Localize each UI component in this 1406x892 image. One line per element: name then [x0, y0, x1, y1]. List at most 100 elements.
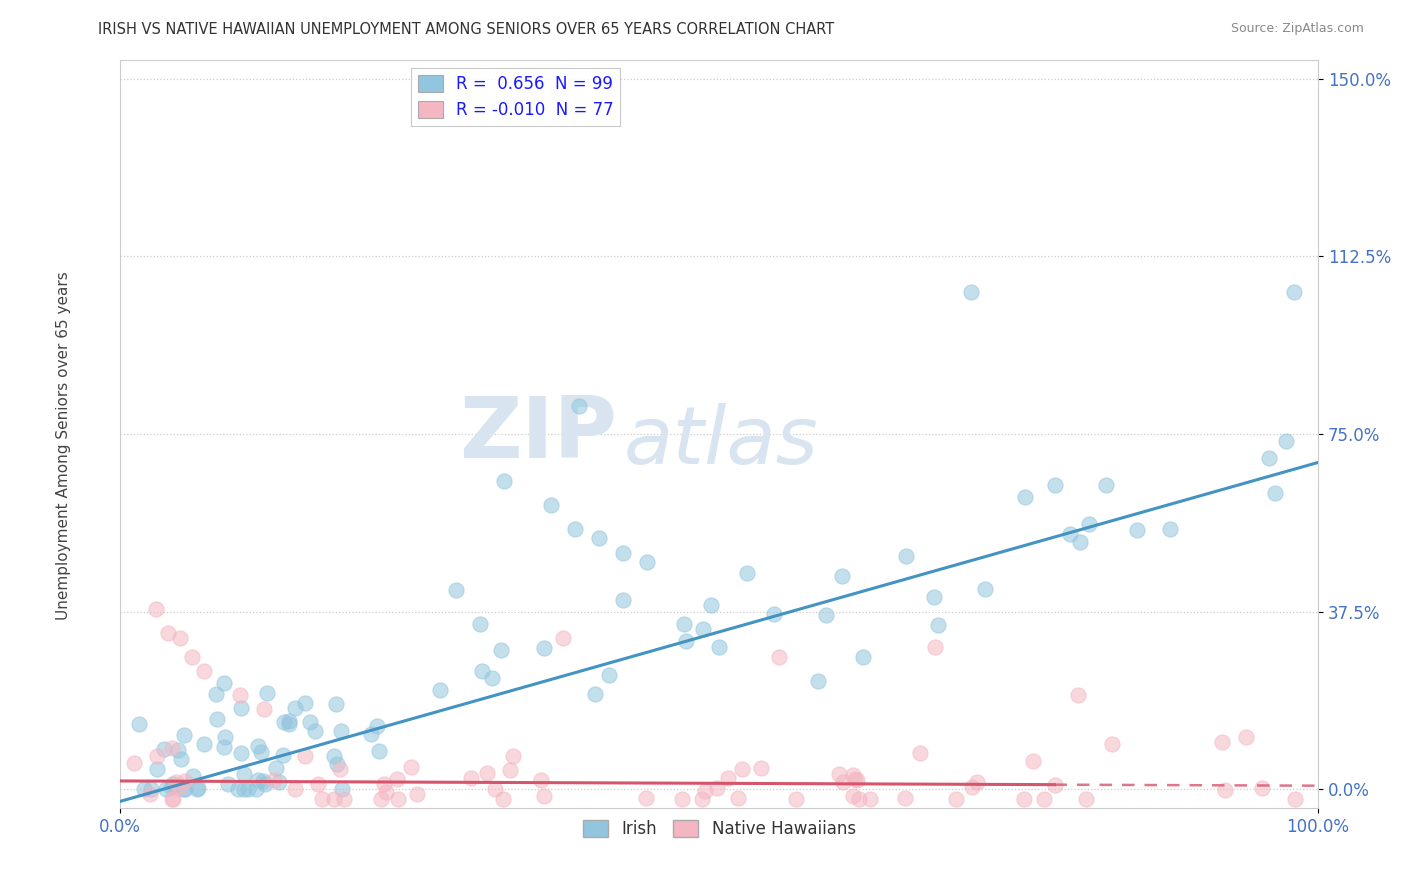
Point: [735, 566, 758, 580]
Text: Unemployment Among Seniors over 65 years: Unemployment Among Seniors over 65 years: [56, 272, 70, 620]
Point: [468, 616, 491, 631]
Point: [894, 790, 917, 805]
Point: [828, 766, 851, 780]
Point: [471, 664, 494, 678]
Point: [807, 674, 830, 689]
Point: [960, 780, 983, 794]
Point: [859, 792, 882, 806]
Point: [271, 747, 294, 762]
Point: [498, 763, 520, 777]
Point: [193, 737, 215, 751]
Point: [229, 688, 252, 702]
Point: [690, 792, 713, 806]
Text: ZIP: ZIP: [460, 392, 617, 475]
Point: [1078, 516, 1101, 531]
Point: [277, 717, 299, 731]
Point: [1069, 534, 1091, 549]
Point: [264, 761, 287, 775]
Point: [1059, 527, 1081, 541]
Point: [1211, 735, 1233, 749]
Point: [160, 792, 183, 806]
Point: [330, 724, 353, 739]
Point: [634, 790, 657, 805]
Point: [174, 773, 197, 788]
Point: [1234, 730, 1257, 744]
Point: [284, 781, 307, 796]
Point: [693, 784, 716, 798]
Point: [974, 582, 997, 596]
Point: [162, 777, 184, 791]
Point: [706, 781, 728, 796]
Point: [138, 787, 160, 801]
Point: [831, 569, 853, 583]
Point: [205, 712, 228, 726]
Point: [214, 730, 236, 744]
Point: [406, 787, 429, 801]
Point: [568, 399, 591, 413]
Point: [249, 745, 271, 759]
Point: [475, 765, 498, 780]
Text: Source: ZipAtlas.com: Source: ZipAtlas.com: [1230, 22, 1364, 36]
Point: [484, 781, 506, 796]
Point: [727, 791, 749, 805]
Point: [155, 782, 177, 797]
Point: [370, 792, 392, 806]
Point: [214, 676, 236, 690]
Point: [160, 780, 183, 795]
Point: [253, 777, 276, 791]
Point: [322, 792, 344, 806]
Point: [311, 792, 333, 806]
Point: [326, 756, 349, 771]
Point: [583, 687, 606, 701]
Point: [832, 775, 855, 789]
Point: [1126, 523, 1149, 537]
Point: [636, 555, 658, 569]
Point: [146, 762, 169, 776]
Point: [204, 687, 226, 701]
Point: [1095, 478, 1118, 492]
Point: [1257, 450, 1279, 465]
Point: [492, 792, 515, 806]
Point: [553, 631, 575, 645]
Point: [460, 771, 482, 785]
Point: [307, 777, 329, 791]
Point: [277, 714, 299, 729]
Point: [304, 723, 326, 738]
Point: [673, 617, 696, 632]
Point: [162, 792, 184, 806]
Point: [1022, 754, 1045, 768]
Point: [232, 782, 254, 797]
Point: [132, 782, 155, 797]
Point: [269, 774, 291, 789]
Point: [385, 772, 408, 786]
Point: [167, 780, 190, 795]
Point: [232, 767, 254, 781]
Point: [153, 741, 176, 756]
Point: [846, 772, 869, 787]
Point: [700, 598, 723, 612]
Point: [1032, 792, 1054, 806]
Point: [1284, 792, 1306, 806]
Point: [908, 746, 931, 760]
Point: [922, 590, 945, 604]
Point: [717, 771, 740, 785]
Point: [502, 749, 524, 764]
Point: [852, 649, 875, 664]
Point: [1067, 688, 1090, 702]
Point: [169, 631, 191, 645]
Point: [924, 640, 946, 655]
Point: [139, 782, 162, 797]
Point: [294, 749, 316, 764]
Point: [330, 782, 353, 797]
Point: [228, 782, 250, 797]
Point: [1043, 478, 1066, 492]
Legend: Irish, Native Hawaiians: Irish, Native Hawaiians: [576, 814, 862, 845]
Point: [263, 772, 285, 787]
Text: atlas: atlas: [623, 402, 818, 481]
Point: [481, 671, 503, 685]
Point: [1014, 490, 1036, 504]
Point: [533, 789, 555, 803]
Point: [252, 773, 274, 788]
Point: [165, 775, 187, 789]
Text: IRISH VS NATIVE HAWAIIAN UNEMPLOYMENT AMONG SENIORS OVER 65 YEARS CORRELATION CH: IRISH VS NATIVE HAWAIIAN UNEMPLOYMENT AM…: [98, 22, 835, 37]
